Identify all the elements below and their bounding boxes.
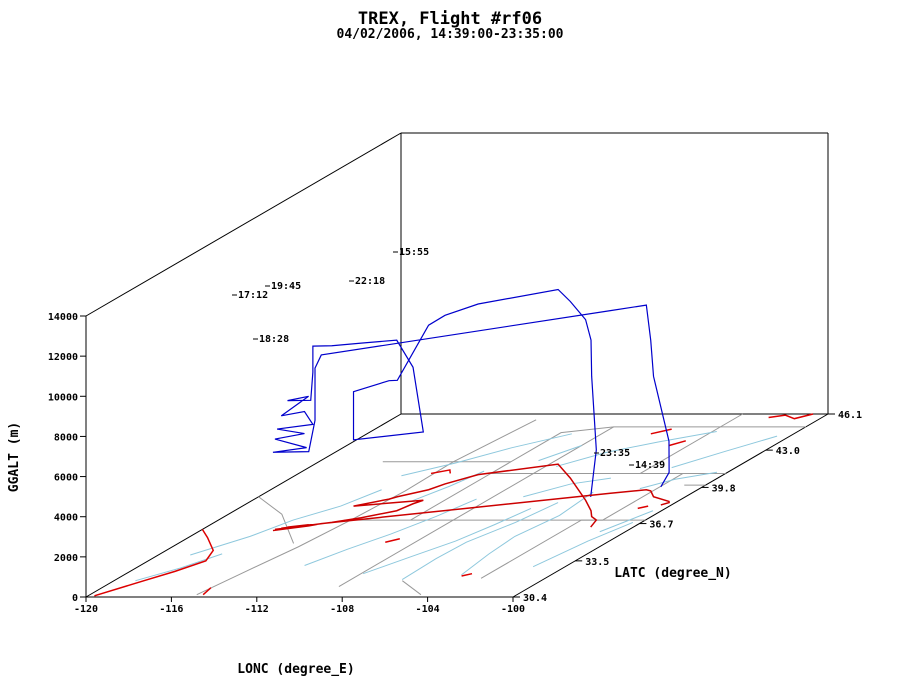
- z-tick-label-4: 8000: [54, 432, 78, 443]
- state-border-4: [480, 473, 684, 579]
- flight-track-3d: [272, 288, 670, 498]
- z-tick-label-5: 10000: [48, 392, 78, 403]
- chart-title: TREX, Flight #rf06: [357, 9, 543, 29]
- red-feature-7: [385, 537, 400, 543]
- y-tick-label-5: 46.1: [838, 410, 862, 421]
- red-feature-4: [768, 413, 814, 420]
- z-tick-label-0: 0: [72, 593, 78, 604]
- z-tick-label-6: 12000: [48, 352, 78, 363]
- river-9: [639, 471, 718, 490]
- y-tick-label-1: 33.5: [585, 557, 609, 568]
- floor-right-edge: [512, 413, 829, 598]
- y-tick-label-2: 36.7: [649, 520, 673, 531]
- river-4: [461, 491, 594, 576]
- time-annotation-3: 17:12: [238, 290, 268, 301]
- time-annotation-0: 15:55: [399, 247, 429, 258]
- y-tick-label-4: 43.0: [776, 446, 800, 457]
- x-tick-label-2: -112: [245, 604, 269, 615]
- state-border-0: [196, 419, 537, 596]
- map-layer: [94, 413, 814, 597]
- river-0: [190, 489, 382, 556]
- time-annotation-4: 18:28: [259, 334, 289, 345]
- river-6: [401, 433, 572, 477]
- red-feature-1: [202, 587, 212, 596]
- river-13: [523, 477, 611, 498]
- z-tick-label-1: 2000: [54, 553, 78, 564]
- river-10: [135, 553, 223, 582]
- red-feature-2: [430, 469, 452, 475]
- x-axis-label: LONC (degree_E): [237, 662, 354, 677]
- top-left-edge: [85, 132, 402, 317]
- x-tick-label-4: -104: [416, 604, 440, 615]
- x-tick-label-1: -116: [159, 604, 183, 615]
- river-5: [532, 521, 634, 568]
- x-tick-label-3: -108: [330, 604, 354, 615]
- river-2: [362, 507, 532, 575]
- z-axis-label: GGALT (m): [7, 422, 22, 492]
- river-3: [401, 502, 559, 580]
- red-feature-5: [669, 440, 686, 447]
- state-border-6: [490, 426, 806, 474]
- x-tick-label-0: -120: [74, 604, 98, 615]
- y-axis-label: LATC (degree_N): [614, 566, 731, 581]
- state-border-5: [402, 580, 422, 596]
- chart-subtitle: 04/02/2006, 14:39:00-23:35:00: [336, 27, 564, 42]
- state-border-3: [338, 426, 615, 587]
- floor-left-edge: [85, 413, 402, 598]
- river-7: [556, 430, 717, 467]
- red-feature-3: [637, 505, 649, 510]
- z-tick-label-7: 14000: [48, 312, 78, 323]
- axes-frame: [85, 132, 829, 598]
- red-feature-0: [94, 528, 215, 597]
- time-annotation-1: 22:18: [355, 276, 385, 287]
- flight-track-ground: [272, 463, 670, 532]
- time-annotation-6: 14:39: [635, 460, 665, 471]
- state-border-7: [640, 413, 743, 474]
- red-feature-6: [650, 428, 672, 435]
- state-border-10: [258, 496, 295, 544]
- z-tick-label-3: 6000: [54, 473, 78, 484]
- x-tick-label-5: -100: [501, 604, 525, 615]
- label-layer: LONC (degree_E) LATC (degree_N) GGALT (m) 1…: [7, 247, 732, 677]
- z-tick-label-2: 4000: [54, 513, 78, 524]
- red-feature-8: [461, 572, 473, 577]
- flight-track-layer: [272, 288, 670, 532]
- time-annotation-5: 23:35: [600, 448, 630, 459]
- river-14: [599, 510, 654, 533]
- y-tick-label-0: 30.4: [523, 593, 547, 604]
- time-annotation-2: 19:45: [271, 281, 301, 292]
- river-8: [671, 435, 778, 469]
- y-tick-label-3: 39.8: [712, 483, 736, 494]
- river-12: [538, 444, 582, 462]
